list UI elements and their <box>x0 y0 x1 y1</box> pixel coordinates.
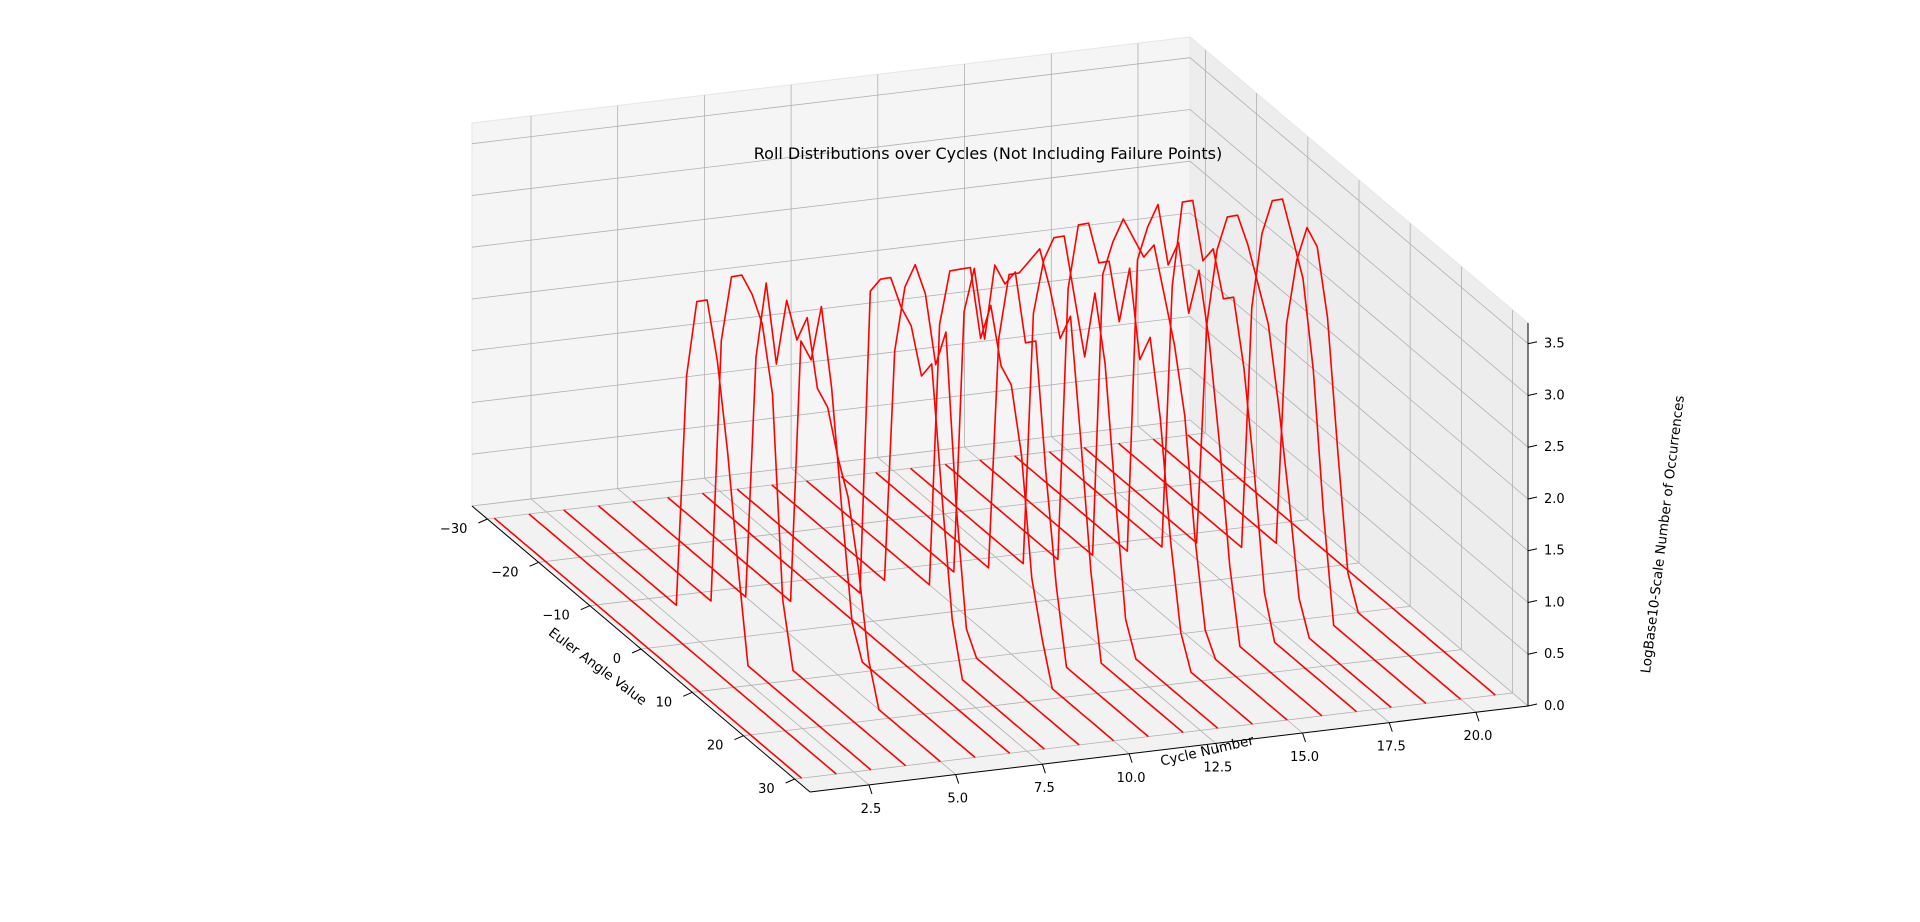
x-tick-mark <box>785 778 795 784</box>
y-tick-label: 5.0 <box>947 792 968 807</box>
x-tick-mark <box>631 648 642 654</box>
series-line-cycle-10 <box>805 266 1115 742</box>
y-tick-label: 10.0 <box>1117 771 1146 786</box>
x-tick-mark <box>580 605 590 611</box>
series-line-cycle-12 <box>875 248 1184 734</box>
x-tick-label: −20 <box>491 565 518 580</box>
y-tick-mark <box>955 774 960 784</box>
z-tick-label: 3.0 <box>1544 388 1565 403</box>
x-tick-label: 20 <box>707 739 724 754</box>
z-gridline <box>471 109 1529 396</box>
z-gridline <box>471 367 1529 655</box>
y-tick-label: 17.5 <box>1377 740 1406 755</box>
x-tick-label: 0 <box>613 652 621 667</box>
chart-title: Roll Distributions over Cycles (Not Incl… <box>754 144 1222 163</box>
z-axis-label: LogBase10-Scale Number of Occurrences <box>1638 395 1688 675</box>
x-tick-label: 10 <box>656 695 673 710</box>
x-tick-mark <box>734 735 744 741</box>
series-line-cycle-21 <box>1187 434 1496 696</box>
series-line-cycle-19 <box>1118 198 1427 705</box>
series-line-cycle-3 <box>563 299 872 771</box>
z-tick-label: 0.5 <box>1544 647 1565 662</box>
x-tick-label: −10 <box>542 609 569 624</box>
y-tick-mark <box>868 784 873 795</box>
y-tick-label: 12.5 <box>1203 760 1232 775</box>
series-line-cycle-6 <box>667 305 976 759</box>
series-line-cycle-9 <box>771 263 1080 746</box>
x-tick-label: −30 <box>440 522 467 537</box>
series-line-cycle-15 <box>979 218 1288 721</box>
z-gridline <box>471 57 1529 345</box>
series-line-cycle-8 <box>736 276 1045 750</box>
y-tick-label: 7.5 <box>1034 781 1055 796</box>
z-tick-label: 0.0 <box>1544 699 1565 714</box>
z-tick-label: 2.5 <box>1544 440 1565 455</box>
axes-grid <box>471 43 1529 786</box>
z-gridline <box>471 419 1529 707</box>
z-tick-mark <box>1527 651 1538 655</box>
series-line-cycle-17 <box>1048 199 1358 713</box>
x-tick-mark <box>478 518 488 524</box>
series-line-cycle-20 <box>1152 226 1462 700</box>
x-tick-mark <box>529 561 539 567</box>
data-series-group <box>493 198 1496 779</box>
z-tick-label: 1.5 <box>1544 544 1565 559</box>
series-line-cycle-2 <box>528 513 837 775</box>
z-tick-mark <box>1527 496 1538 500</box>
y-tick-mark <box>1475 712 1480 722</box>
series-line-cycle-14 <box>944 222 1254 725</box>
y-tick-mark <box>1041 764 1046 774</box>
z-gridline <box>471 212 1529 500</box>
x-tick-mark <box>683 691 693 697</box>
series-line-cycle-1 <box>493 517 803 779</box>
y-tick-label: 2.5 <box>861 802 882 817</box>
series-line-cycle-16 <box>1014 203 1323 717</box>
y-tick-label: 20.0 <box>1463 729 1492 744</box>
y-tick-mark <box>1215 743 1220 753</box>
z-tick-mark <box>1527 341 1538 345</box>
z-tick-label: 1.0 <box>1544 595 1565 610</box>
z-tick-mark <box>1527 703 1538 707</box>
tick-label-group: −30 −20 −10 0 10 20 30 2.5 5.0 7.5 10.0 12.5 15.0 17.… <box>440 337 1565 817</box>
z-tick-mark <box>1527 599 1538 603</box>
z-tick-label: 3.5 <box>1544 337 1565 352</box>
y-axis-line <box>809 705 1529 793</box>
series-line-cycle-5 <box>632 282 941 763</box>
x-tick-label: 30 <box>758 782 775 797</box>
y-tick-mark <box>1128 753 1133 763</box>
series-line-cycle-11 <box>840 264 1149 738</box>
series-line-cycle-4 <box>597 274 907 767</box>
z-tick-mark <box>1527 444 1538 448</box>
z-tick-label: 2.0 <box>1544 492 1565 507</box>
series-line-cycle-7 <box>701 492 1011 754</box>
z-tick-mark <box>1527 548 1538 552</box>
y-tick-label: 15.0 <box>1290 750 1319 765</box>
z-gridline <box>471 316 1529 603</box>
z-gridline <box>471 160 1529 448</box>
y-tick-mark <box>1302 732 1307 743</box>
z-tick-mark <box>1527 392 1538 396</box>
series-line-cycle-13 <box>909 235 1219 729</box>
y-tick-mark <box>1388 722 1393 732</box>
series-line-cycle-18 <box>1083 214 1392 709</box>
